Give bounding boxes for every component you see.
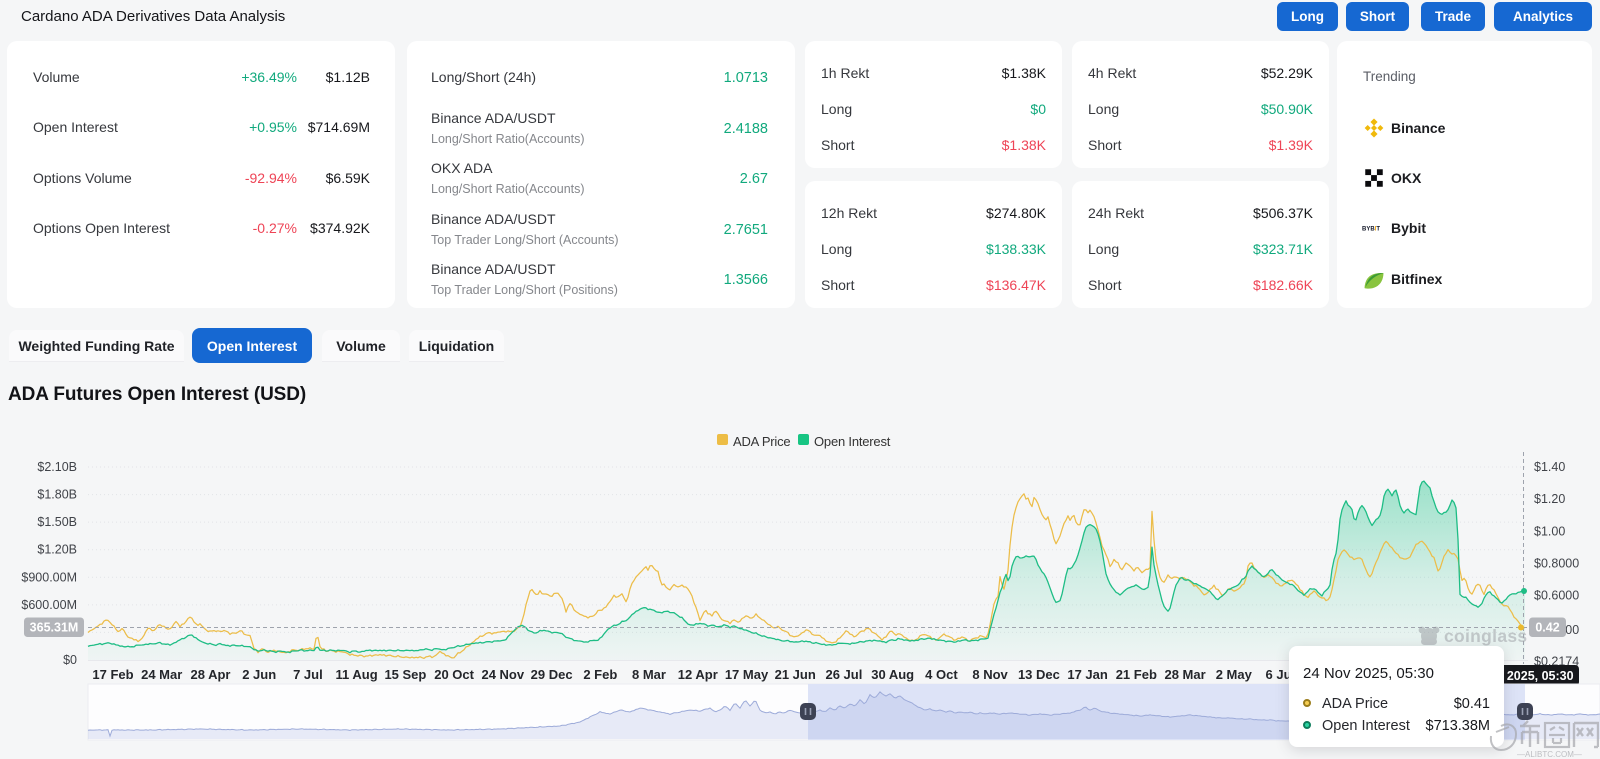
svg-text:0.42: 0.42 [1535, 621, 1559, 635]
svg-text:$1.20: $1.20 [1534, 492, 1565, 506]
svg-text:$0.6000: $0.6000 [1534, 589, 1579, 603]
svg-text:$600.00M: $600.00M [21, 598, 77, 612]
svg-text:30 Aug: 30 Aug [871, 667, 914, 682]
svg-text:20 Oct: 20 Oct [434, 667, 474, 682]
svg-text:2 Feb: 2 Feb [583, 667, 617, 682]
svg-text:13 Dec: 13 Dec [1018, 667, 1060, 682]
svg-text:$2.10B: $2.10B [37, 460, 77, 474]
svg-text:—ALIBTC.COM—: —ALIBTC.COM— [1517, 750, 1582, 758]
svg-text:$1.40: $1.40 [1534, 460, 1565, 474]
svg-text:365.31M: 365.31M [30, 621, 79, 635]
svg-text:28 Apr: 28 Apr [191, 667, 231, 682]
svg-text:28 Mar: 28 Mar [1164, 667, 1205, 682]
svg-text:$1.80B: $1.80B [37, 488, 77, 502]
svg-text:7 Jul: 7 Jul [293, 667, 323, 682]
svg-text:$1.00: $1.00 [1534, 524, 1565, 538]
svg-text:$0.8000: $0.8000 [1534, 557, 1579, 571]
svg-text:24 Nov: 24 Nov [481, 667, 524, 682]
svg-text:8 Mar: 8 Mar [632, 667, 666, 682]
svg-text:4 Oct: 4 Oct [925, 667, 958, 682]
svg-text:26 Jul: 26 Jul [825, 667, 862, 682]
svg-text:24 Mar: 24 Mar [141, 667, 182, 682]
svg-text:29 Dec: 29 Dec [531, 667, 573, 682]
svg-text:$900.00M: $900.00M [21, 570, 77, 584]
svg-text:$1.20B: $1.20B [37, 543, 77, 557]
svg-text:12 Apr: 12 Apr [678, 667, 718, 682]
svg-text:8 Nov: 8 Nov [972, 667, 1008, 682]
svg-text:15 Sep: 15 Sep [384, 667, 426, 682]
svg-text:17 Jan: 17 Jan [1067, 667, 1108, 682]
svg-text:21 Feb: 21 Feb [1116, 667, 1157, 682]
svg-text:2 May: 2 May [1216, 667, 1253, 682]
svg-text:17 Feb: 17 Feb [92, 667, 133, 682]
svg-text:BYBIT: BYBIT [1362, 226, 1380, 232]
svg-text:11 Aug: 11 Aug [336, 667, 378, 682]
svg-text:21 Jun: 21 Jun [775, 667, 816, 682]
svg-text:$1.50B: $1.50B [37, 515, 77, 529]
svg-text:17 May: 17 May [725, 667, 769, 682]
svg-text:$0: $0 [63, 653, 77, 667]
svg-text:2 Jun: 2 Jun [242, 667, 276, 682]
